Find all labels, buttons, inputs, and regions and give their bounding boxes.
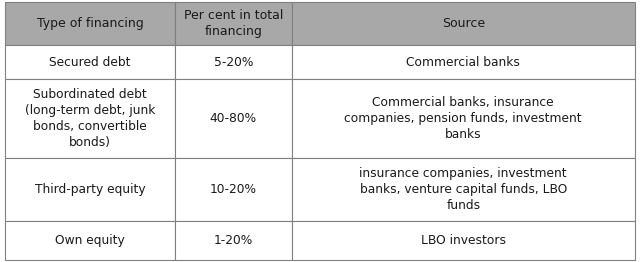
Text: Secured debt: Secured debt bbox=[49, 56, 131, 69]
Bar bbox=[175, 2, 292, 45]
Text: 40-80%: 40-80% bbox=[210, 112, 257, 125]
Bar bbox=[292, 79, 635, 158]
Bar bbox=[5, 45, 175, 79]
Text: 1-20%: 1-20% bbox=[214, 234, 253, 247]
Text: Per cent in total
financing: Per cent in total financing bbox=[184, 9, 283, 38]
Text: Own equity: Own equity bbox=[55, 234, 125, 247]
Bar bbox=[292, 2, 635, 45]
Bar bbox=[175, 79, 292, 158]
Bar bbox=[292, 45, 635, 79]
Bar bbox=[175, 158, 292, 221]
Text: insurance companies, investment
banks, venture capital funds, LBO
funds: insurance companies, investment banks, v… bbox=[360, 167, 567, 212]
Text: Subordinated debt
(long-term debt, junk
bonds, convertible
bonds): Subordinated debt (long-term debt, junk … bbox=[25, 88, 156, 149]
Bar bbox=[5, 221, 175, 260]
Bar bbox=[5, 2, 175, 45]
Bar bbox=[292, 158, 635, 221]
Bar bbox=[292, 221, 635, 260]
Bar bbox=[5, 158, 175, 221]
Text: 5-20%: 5-20% bbox=[214, 56, 253, 69]
Text: Third-party equity: Third-party equity bbox=[35, 183, 145, 196]
Text: Type of financing: Type of financing bbox=[36, 17, 143, 30]
Bar bbox=[5, 79, 175, 158]
Text: Commercial banks, insurance
companies, pension funds, investment
banks: Commercial banks, insurance companies, p… bbox=[344, 96, 582, 141]
Text: 10-20%: 10-20% bbox=[210, 183, 257, 196]
Bar bbox=[175, 45, 292, 79]
Text: LBO investors: LBO investors bbox=[420, 234, 506, 247]
Bar bbox=[175, 221, 292, 260]
Text: Source: Source bbox=[442, 17, 485, 30]
Text: Commercial banks: Commercial banks bbox=[406, 56, 520, 69]
